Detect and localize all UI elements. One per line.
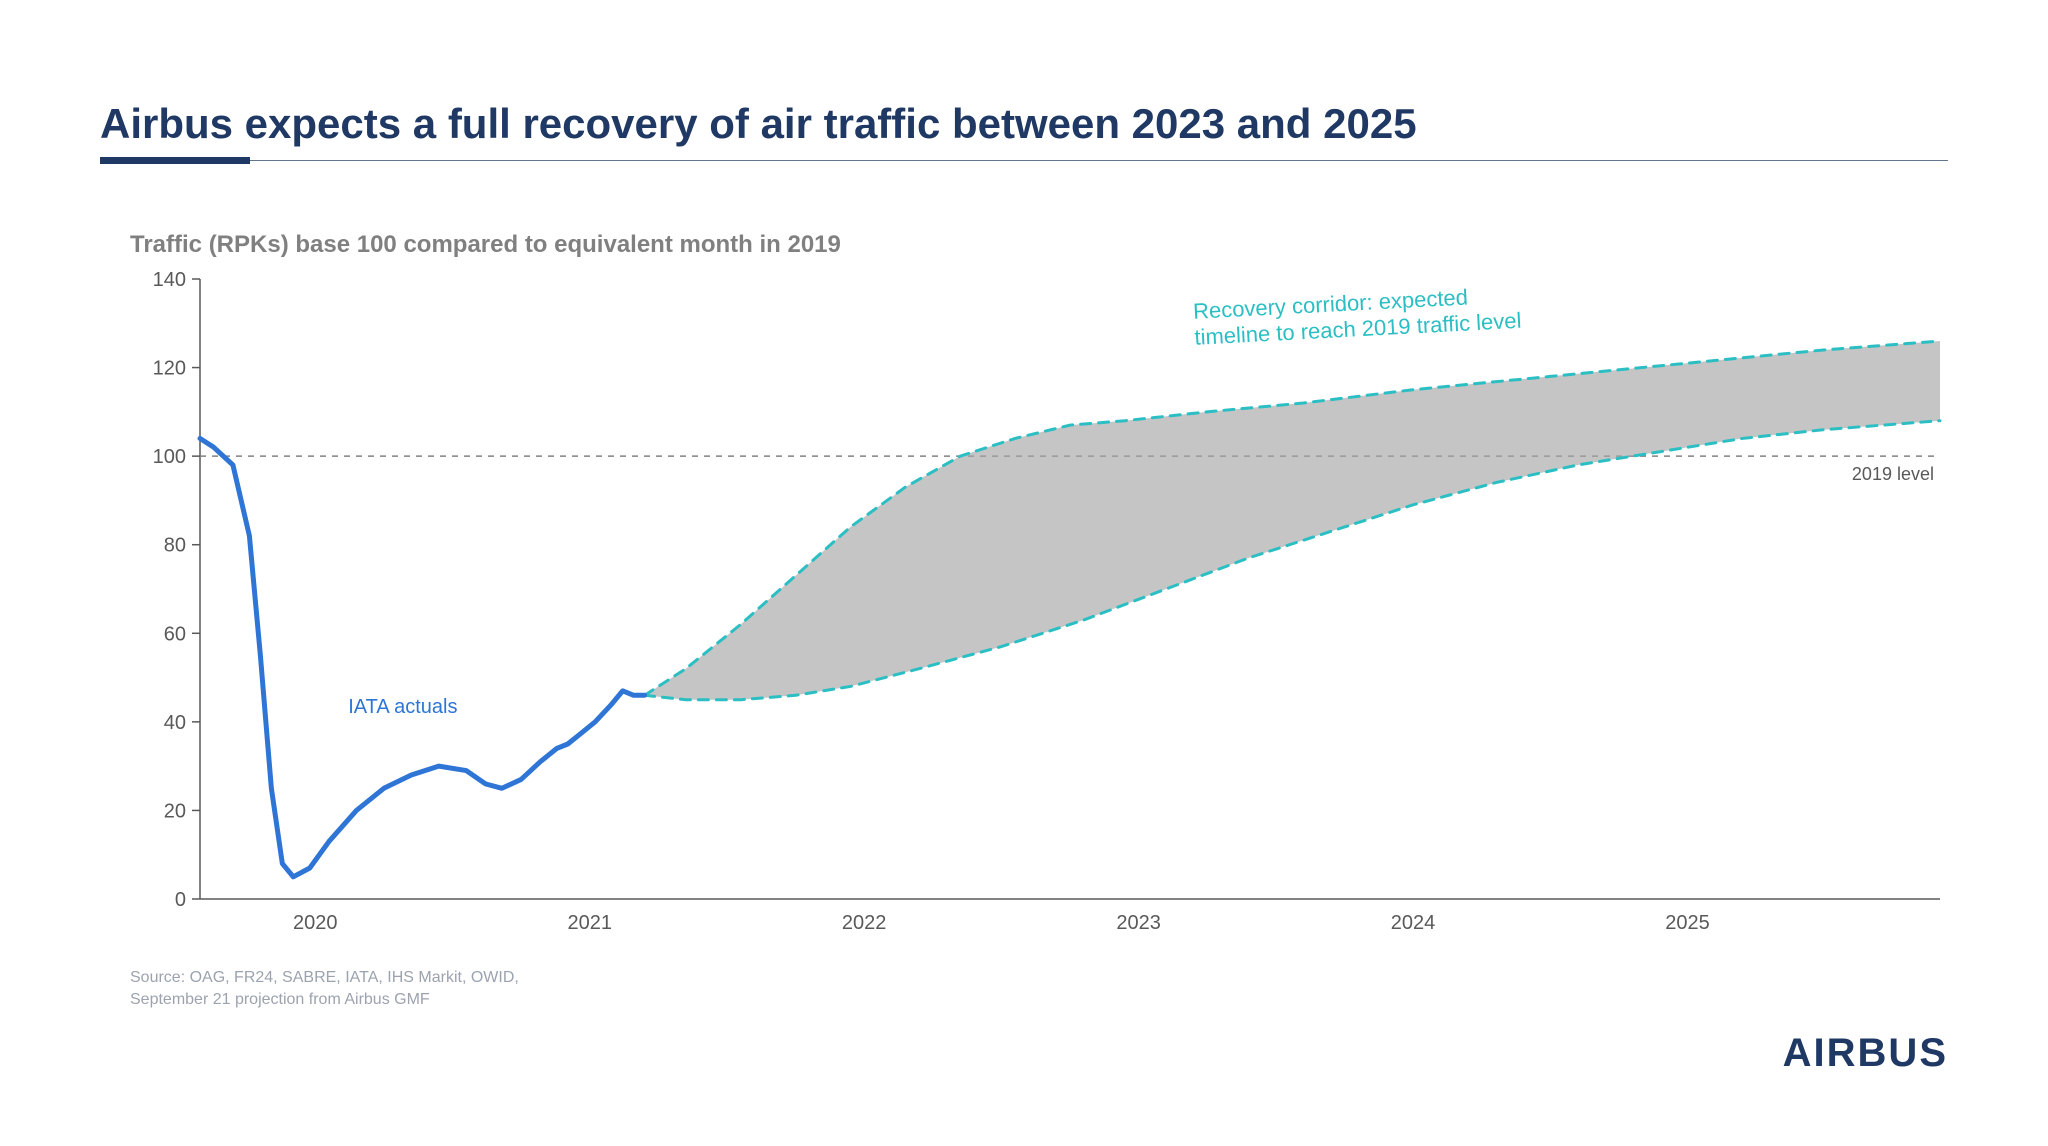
svg-text:2021: 2021 <box>567 912 612 934</box>
svg-text:40: 40 <box>164 712 186 734</box>
svg-text:100: 100 <box>153 446 186 468</box>
svg-text:IATA actuals: IATA actuals <box>348 696 457 718</box>
svg-text:120: 120 <box>153 358 186 380</box>
svg-text:2023: 2023 <box>1116 912 1161 934</box>
source-line-2: September 21 projection from Airbus GMF <box>130 989 1948 1011</box>
slide-title: Airbus expects a full recovery of air tr… <box>100 100 1948 148</box>
svg-text:140: 140 <box>153 269 186 291</box>
svg-text:60: 60 <box>164 623 186 645</box>
svg-text:2020: 2020 <box>293 912 338 934</box>
svg-text:0: 0 <box>175 889 186 911</box>
chart-subtitle: Traffic (RPKs) base 100 compared to equi… <box>130 231 1948 259</box>
svg-text:80: 80 <box>164 535 186 557</box>
source-note: Source: OAG, FR24, SABRE, IATA, IHS Mark… <box>130 967 1948 1012</box>
svg-text:2019 level: 2019 level <box>1852 464 1934 484</box>
svg-text:2025: 2025 <box>1665 912 1710 934</box>
source-line-1: Source: OAG, FR24, SABRE, IATA, IHS Mark… <box>130 967 1948 989</box>
airbus-logo: AIRBUS <box>1783 1031 1948 1076</box>
traffic-chart: 0 20 40 60 80 100 120 140 2020 2021 2022 2023 2024 20… <box>130 269 1950 949</box>
svg-text:2022: 2022 <box>842 912 887 934</box>
svg-text:2024: 2024 <box>1391 912 1436 934</box>
title-underline <box>100 160 1948 161</box>
svg-text:20: 20 <box>164 800 186 822</box>
